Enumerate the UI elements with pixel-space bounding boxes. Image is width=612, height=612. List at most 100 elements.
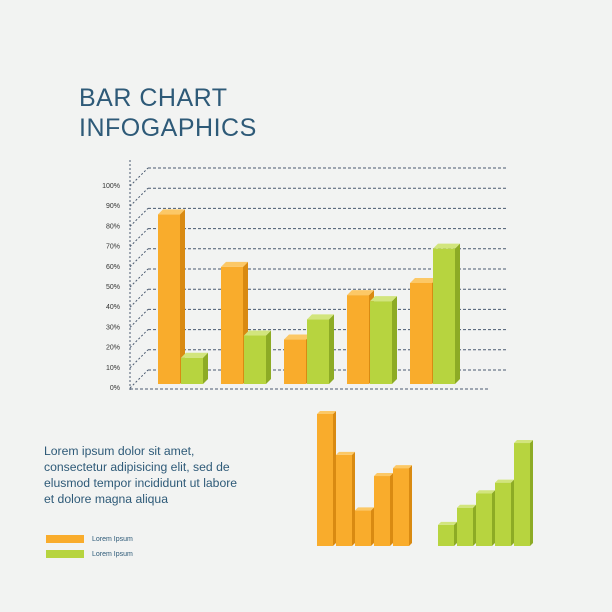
page-title: BAR CHART INFOGAPHICS — [79, 83, 257, 143]
mini-bar-green — [495, 479, 514, 546]
bar-orange-top — [284, 334, 311, 340]
bar-green-side — [392, 296, 397, 384]
mini-bar-orange-side — [409, 465, 412, 546]
mini-bar-orange-side — [333, 411, 336, 546]
bar-orange-top — [410, 278, 437, 283]
mini-bar-green — [514, 440, 533, 546]
legend: Lorem Ipsum Lorem Ipsum — [46, 532, 133, 562]
bar-green-face — [370, 301, 392, 384]
bar-green — [370, 296, 397, 384]
bar-orange-side — [180, 209, 185, 384]
grid-diagonal — [129, 208, 149, 227]
mini-bar-green-face — [457, 507, 473, 546]
grid-diagonal — [129, 248, 149, 268]
bar-orange — [410, 278, 437, 384]
y-tick-label: 70% — [106, 244, 120, 251]
bar-green — [244, 330, 271, 384]
mini-bar-green — [457, 504, 476, 546]
mini-bar-orange — [393, 465, 412, 546]
bar-green-face — [433, 248, 455, 384]
mini-bar-orange-side — [390, 473, 393, 546]
mini-bar-green — [476, 490, 495, 546]
bar-orange-face — [284, 339, 306, 384]
orange-mini-bars — [317, 411, 412, 546]
bar-green — [307, 314, 334, 384]
grid-diagonal — [129, 369, 149, 389]
bar-green-top — [307, 314, 334, 320]
bar-orange — [221, 261, 248, 384]
main-bars — [158, 209, 460, 384]
y-tick-label: 80% — [106, 223, 120, 230]
mini-bar-orange-side — [352, 451, 355, 546]
legend-item: Lorem Ipsum — [46, 547, 133, 561]
mini-bar-orange-top — [393, 465, 412, 469]
legend-item: Lorem Ipsum — [46, 532, 133, 546]
chart-grid — [129, 160, 506, 390]
bar-orange-top — [347, 290, 374, 296]
bar-orange-face — [158, 214, 180, 384]
y-tick-label: 60% — [106, 264, 120, 271]
bar-orange-face — [410, 283, 432, 384]
legend-label: Lorem Ipsum — [92, 535, 133, 543]
mini-bar-orange-face — [393, 468, 409, 546]
mini-bar-green-side — [511, 479, 514, 546]
mini-bar-green-top — [438, 521, 457, 525]
mini-bar-green-top — [495, 479, 514, 483]
green-mini-bars — [438, 440, 533, 546]
y-tick-label: 30% — [106, 324, 120, 331]
y-tick-label: 90% — [106, 203, 120, 210]
bar-orange — [347, 290, 374, 384]
bar-green-top — [433, 243, 460, 249]
y-tick-label: 20% — [106, 345, 120, 352]
mini-bar-orange-top — [317, 411, 336, 414]
mini-bar-orange — [355, 507, 374, 546]
mini-bar-orange — [374, 473, 393, 546]
grid-diagonal — [129, 288, 149, 308]
mini-bar-orange-top — [355, 507, 374, 511]
bar-green-side — [329, 314, 334, 384]
mini-bar-green-top — [476, 490, 495, 494]
bar-green-side — [203, 352, 208, 384]
mini-bar-orange-top — [374, 473, 393, 477]
y-tick-label: 0% — [110, 385, 120, 392]
mini-bar-orange-top — [336, 451, 355, 455]
title-line-1: BAR CHART — [79, 84, 228, 112]
mini-bar-green-side — [530, 440, 533, 546]
y-tick-label: 40% — [106, 304, 120, 311]
bar-orange-face — [347, 295, 369, 384]
y-tick-label: 10% — [106, 365, 120, 372]
bar-green-top — [370, 296, 397, 302]
mini-bar-orange-side — [371, 507, 374, 546]
mini-bar-orange — [336, 451, 355, 546]
grid-diagonal — [129, 187, 149, 207]
mini-bar-green — [438, 521, 457, 546]
bar-green-face — [244, 335, 266, 384]
grid-diagonal — [129, 268, 149, 288]
mini-bar-orange-face — [317, 414, 333, 546]
grid-diagonal — [129, 329, 149, 348]
title-line-2: INFOGAPHICS — [79, 114, 257, 142]
bar-orange-top — [221, 261, 248, 267]
y-axis-ticks: 0% 10% 20% 30% 40% 50% 60% 70% 80% 90% 100% — [102, 183, 120, 392]
legend-label: Lorem Ipsum — [92, 550, 133, 558]
bar-orange — [158, 209, 185, 384]
mini-bar-green-face — [476, 493, 492, 546]
mini-bar-orange — [317, 411, 336, 546]
bar-green-face — [307, 319, 329, 384]
mini-bar-green-top — [457, 504, 476, 508]
bar-orange — [284, 334, 311, 384]
bar-green-top — [244, 330, 271, 336]
legend-swatch-green — [46, 550, 84, 558]
grid-diagonal — [129, 167, 149, 187]
mini-bar-green-side — [473, 504, 476, 546]
grid-diagonal — [129, 228, 149, 247]
mini-bar-orange-face — [336, 454, 352, 546]
bar-green-face — [181, 357, 203, 384]
mini-bar-green-face — [495, 482, 511, 546]
bar-green-side — [266, 330, 271, 384]
mini-bar-green-face — [514, 443, 530, 546]
mini-bar-green-side — [492, 490, 495, 546]
bar-green-top — [181, 352, 208, 358]
description-text: Lorem ipsum dolor sit amet, consectetur … — [44, 444, 238, 506]
